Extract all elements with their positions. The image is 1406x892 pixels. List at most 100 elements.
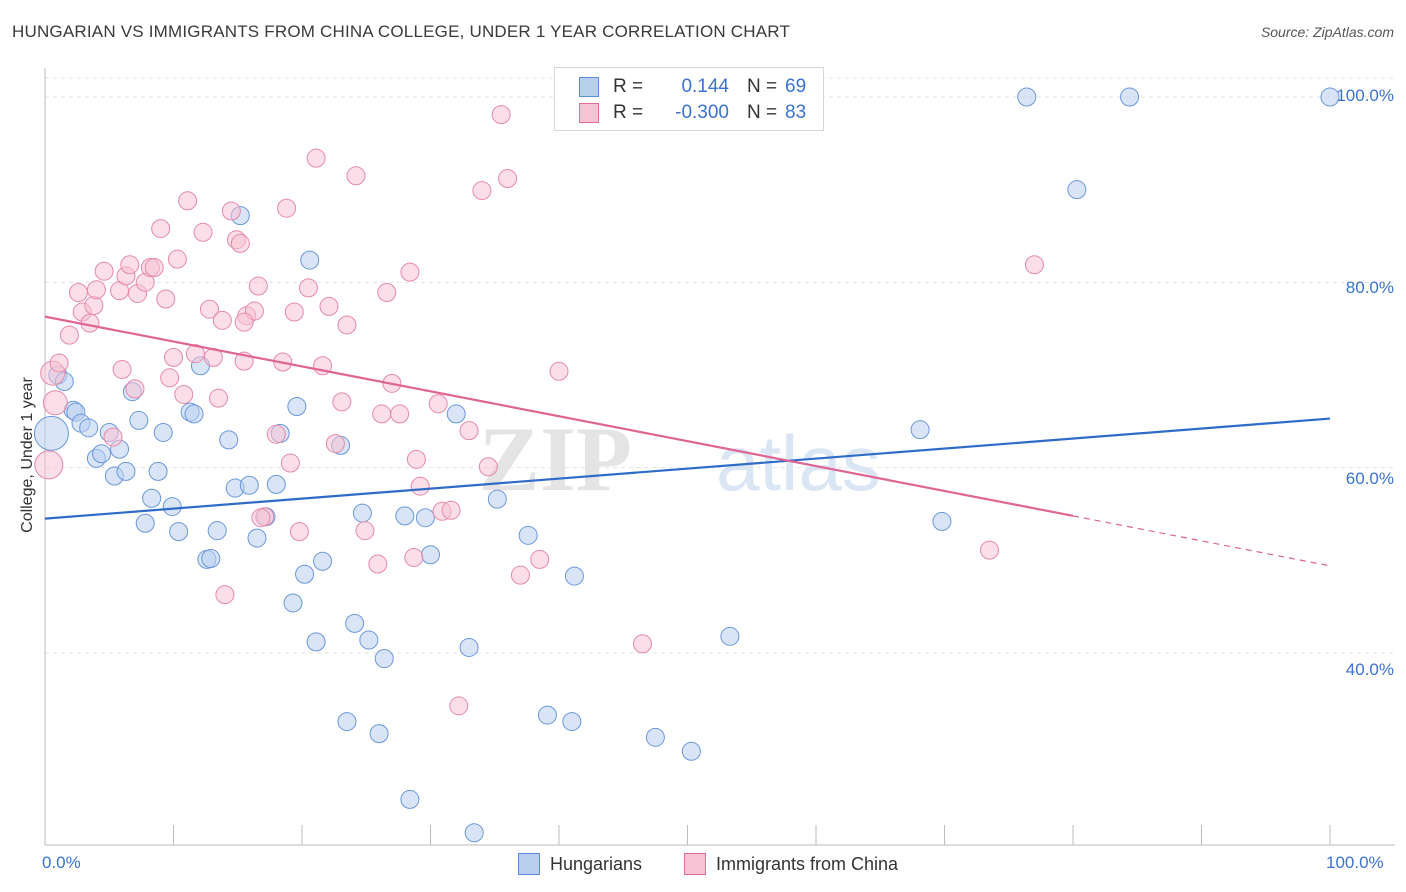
china-point — [84, 296, 104, 315]
china-point — [234, 312, 254, 332]
china-point — [215, 585, 235, 605]
hungarians-point — [369, 724, 389, 744]
china-point — [530, 549, 550, 569]
china-point — [377, 283, 397, 303]
hungarians-point — [1120, 87, 1140, 107]
china-point — [86, 280, 106, 300]
china-point — [193, 222, 213, 242]
china-point — [49, 353, 69, 373]
china-point — [337, 315, 357, 335]
china-point — [319, 296, 339, 316]
hungarians-trend-line — [44, 417, 1331, 520]
china-point — [325, 434, 345, 454]
china-point — [212, 310, 232, 330]
china-point — [164, 347, 183, 367]
legend-r-value: 0.144 — [681, 76, 729, 97]
hungarians-point — [1017, 87, 1037, 107]
hungarians-point — [446, 404, 466, 424]
hungarians-point — [932, 511, 952, 531]
china-point — [160, 368, 180, 388]
china-trend-line — [44, 315, 1074, 517]
hungarians-point — [33, 415, 69, 451]
hungarians-point — [352, 503, 372, 523]
china-point — [42, 390, 68, 416]
china-point — [459, 421, 479, 441]
hungarians-point — [153, 422, 173, 442]
china-point — [199, 299, 219, 319]
hungarians-point — [239, 475, 259, 495]
trend-layer — [44, 315, 1331, 567]
hungarians-point — [283, 593, 303, 613]
hungarians-point — [562, 712, 582, 732]
china-point — [289, 522, 309, 542]
china-point — [156, 289, 176, 309]
china-point — [266, 424, 286, 444]
china-point — [280, 453, 300, 473]
legend-r-value: -0.300 — [675, 102, 729, 123]
china-point — [449, 696, 469, 716]
legend-row-china: R = -0.300 N = 83 — [579, 101, 806, 125]
hungarians-point — [395, 506, 415, 526]
china-point — [174, 384, 194, 404]
hungarians-point — [135, 513, 155, 533]
china-point — [346, 166, 366, 186]
hungarians-point — [345, 613, 365, 633]
china-point — [400, 262, 420, 282]
legend-swatch-blue — [579, 77, 599, 97]
china-point — [478, 457, 498, 477]
china-point — [34, 450, 64, 480]
china-point — [428, 394, 448, 414]
china-point — [144, 258, 164, 278]
hungarians-point — [681, 741, 701, 761]
points-layer — [33, 87, 1340, 843]
legend-n-label: N = — [747, 102, 778, 123]
hungarians-point — [148, 461, 168, 481]
hungarians-point — [359, 630, 379, 650]
legend-r-label: R = — [613, 102, 644, 123]
correlation-legend: R = 0.144 N = 69 R = -0.300 N = 83 — [554, 67, 824, 131]
china-point — [472, 181, 492, 201]
hungarians-point — [247, 528, 267, 548]
china-point — [404, 548, 424, 568]
hungarians-point — [487, 489, 507, 509]
china-point — [633, 634, 653, 654]
hungarians-point — [287, 397, 307, 417]
hungarians-point — [142, 488, 162, 508]
china-point — [103, 427, 123, 447]
hungarians-point — [720, 626, 740, 646]
hungarians-point — [219, 430, 239, 450]
china-point — [112, 359, 132, 379]
hungarians-point — [184, 404, 204, 424]
hungarians-point — [300, 250, 320, 270]
x-tick-label-max: 100.0% — [1326, 853, 1384, 872]
x-tick-label-min: 0.0% — [42, 853, 81, 872]
china-point — [332, 392, 352, 412]
bottom-legend-hungarians: Hungarians — [518, 852, 642, 876]
chart-title: HUNGARIAN VS IMMIGRANTS FROM CHINA COLLE… — [12, 22, 791, 41]
china-trend-extension — [1072, 515, 1331, 567]
china-point — [410, 476, 430, 496]
china-point — [125, 379, 145, 399]
china-point — [549, 361, 569, 381]
china-point — [406, 449, 426, 469]
y-tick-label-40: 40.0% — [1345, 660, 1394, 679]
china-point — [251, 508, 271, 528]
y-tick-label-100: 100.0% — [1336, 86, 1394, 105]
hungarians-point — [421, 545, 440, 565]
hungarians-point — [518, 525, 538, 545]
hungarians-point — [92, 444, 112, 464]
legend-swatch-pink — [684, 853, 706, 875]
china-point — [151, 219, 171, 239]
china-point — [979, 540, 999, 560]
hungarians-point — [266, 474, 286, 494]
china-point — [248, 276, 268, 296]
china-point — [368, 554, 388, 574]
chart-source: Source: ZipAtlas.com — [1260, 24, 1394, 40]
hungarians-point — [537, 705, 557, 725]
china-point — [491, 105, 511, 125]
hungarians-point — [374, 649, 394, 669]
hungarians-point — [116, 461, 136, 481]
hungarians-point — [295, 564, 315, 584]
china-point — [306, 148, 326, 168]
hungarians-point — [464, 823, 484, 843]
